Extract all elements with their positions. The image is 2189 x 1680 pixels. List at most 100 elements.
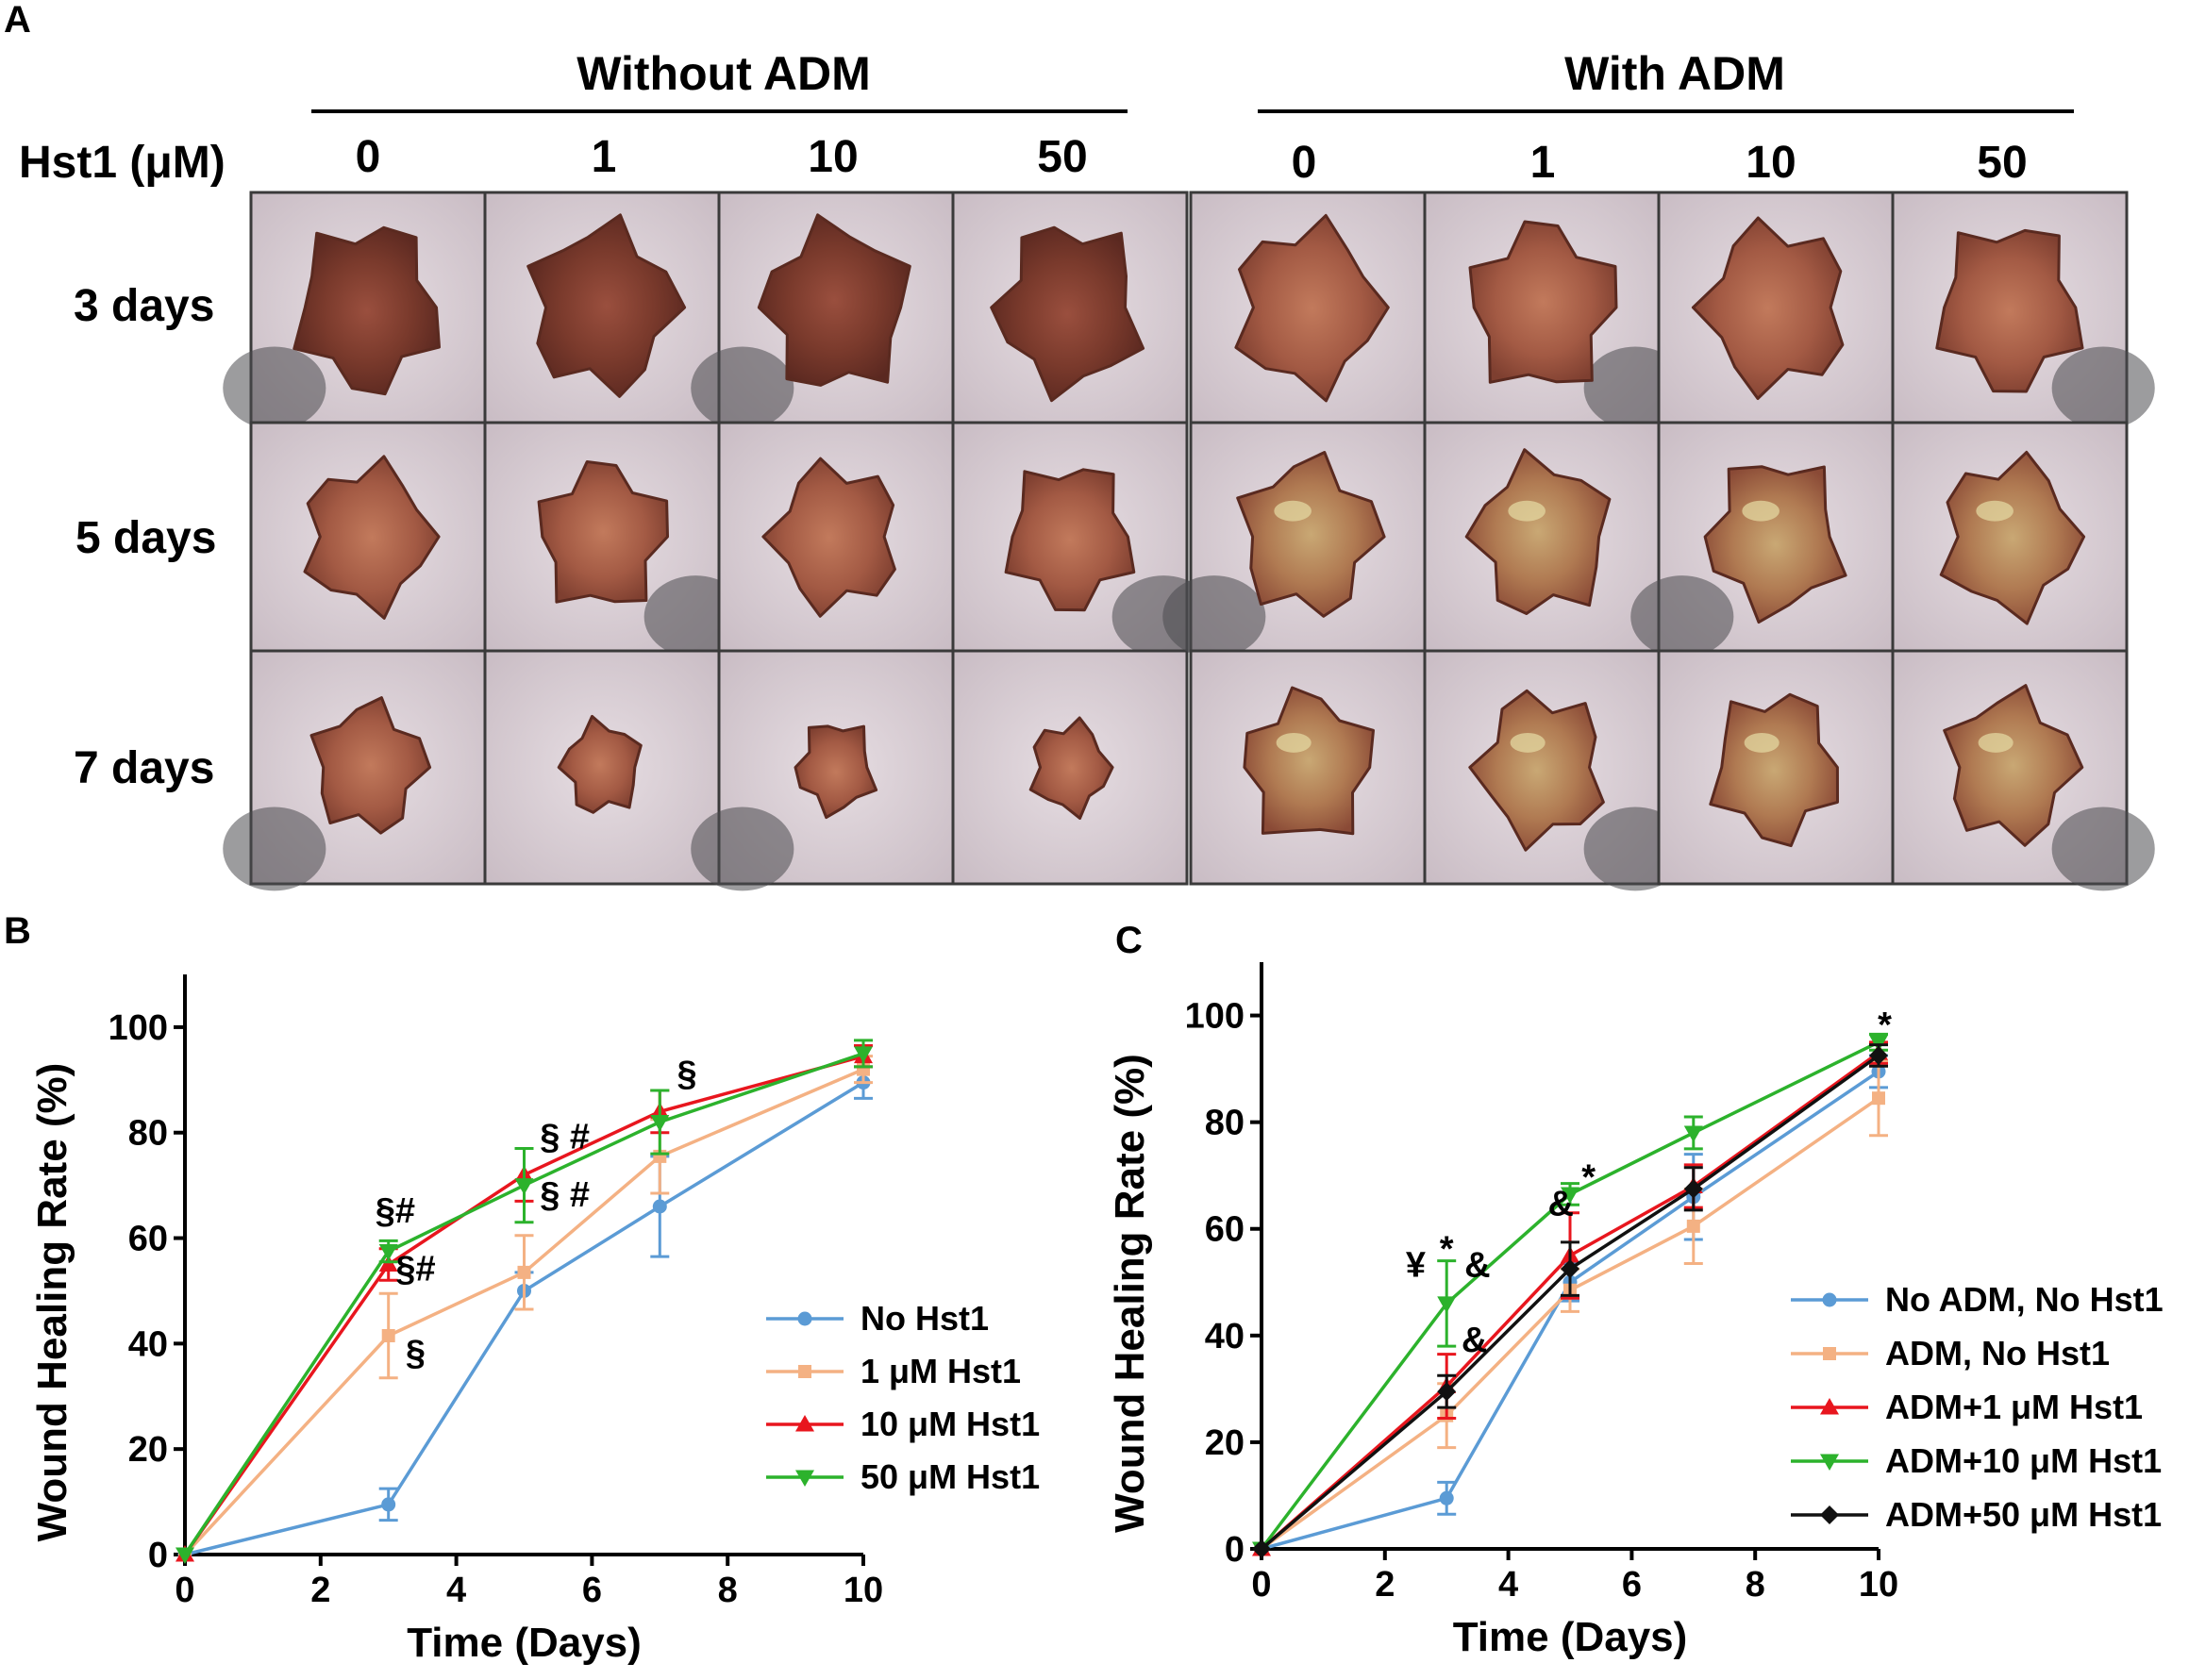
wound-photo-without-r1-c1: [223, 191, 487, 430]
y-axis-label: Wound Healing Rate (%): [29, 1063, 75, 1542]
legend-item-4: 50 μM Hst1: [766, 1457, 1040, 1496]
y-tick-label: 0: [1225, 1530, 1245, 1570]
data-point: [1869, 1035, 1888, 1052]
data-point: [1252, 1539, 1271, 1558]
wound-photo-with-r2-c2: [1423, 421, 1661, 653]
y-tick-label: 60: [128, 1220, 168, 1259]
significance-mark: &: [1547, 1185, 1573, 1224]
legend-label: 50 μM Hst1: [861, 1457, 1040, 1496]
row-label-7days: 7 days: [74, 743, 214, 793]
wound-photo-with-r1-c4: [1891, 191, 2155, 430]
legend-swatch-marker: [1820, 1398, 1839, 1415]
x-tick-label: 0: [175, 1571, 194, 1610]
wound-photo-without-r1-c2: [483, 191, 721, 424]
series-4: [175, 1039, 873, 1564]
legend-swatch-marker: [795, 1470, 814, 1487]
data-point: [514, 1178, 534, 1195]
data-point: [1683, 1179, 1703, 1199]
x-tick-label: 2: [1375, 1565, 1395, 1605]
data-point: [1561, 1187, 1579, 1204]
row-label-3days: 3 days: [74, 281, 214, 331]
y-tick-label: 0: [148, 1536, 168, 1575]
photo-header: Without ADM With ADM Hst1 (μM) 0 1 10 50…: [19, 47, 2074, 793]
dose-w-0: 0: [1292, 138, 1317, 188]
significance-mark: &: [1464, 1246, 1490, 1286]
dose-w-10: 10: [1746, 138, 1796, 188]
wound-photo-grid: [223, 191, 2155, 891]
wound-photo-without-r1-c3: [691, 191, 955, 430]
data-point: [378, 1244, 398, 1261]
data-point: [854, 1046, 873, 1063]
group-with-adm: With ADM: [1564, 47, 1785, 100]
series-5: [1252, 1043, 1888, 1558]
legend-swatch-marker: [798, 1365, 811, 1378]
wound-photo-with-r3-c3: [1657, 649, 1895, 886]
y-tick-label: 80: [128, 1114, 168, 1154]
legend-label: 10 μM Hst1: [861, 1405, 1040, 1443]
wound-photo-without-r2-c3: [717, 421, 955, 653]
panel-label-b: B: [4, 910, 31, 952]
legend-item-1: No Hst1: [766, 1299, 989, 1338]
data-point: [517, 1265, 531, 1279]
panel-label-a: A: [4, 0, 31, 41]
y-tick-label: 60: [1205, 1210, 1245, 1250]
legend-label: 1 μM Hst1: [861, 1352, 1021, 1390]
x-axis-label: Time (Days): [407, 1620, 642, 1666]
data-point: [378, 1255, 398, 1272]
wound-photo-with-r1-c2: [1423, 191, 1687, 430]
wound-photo-without-r1-c4: [951, 191, 1189, 424]
wound-photo-without-r3-c3: [691, 649, 955, 891]
significance-mark: *: [1581, 1157, 1596, 1197]
legend-label: ADM, No Hst1: [1885, 1334, 2110, 1372]
data-point: [1439, 1490, 1454, 1505]
y-tick-label: 100: [109, 1008, 168, 1048]
series-2: [178, 1055, 873, 1561]
significance-mark: *: [1440, 1230, 1454, 1270]
legend-item-3: ADM+1 μM Hst1: [1791, 1388, 2143, 1426]
dose-w-50: 50: [1977, 138, 2027, 188]
x-axis-label: Time (Days): [1453, 1614, 1688, 1660]
y-tick-label: 80: [1205, 1104, 1245, 1143]
data-point: [381, 1497, 396, 1512]
dose-wo-1: 1: [592, 132, 617, 182]
legend: No Hst1 1 μM Hst1 10 μM Hst1 50 μM Hst1: [766, 1299, 1040, 1496]
legend-item-1: No ADM, No Hst1: [1791, 1280, 2164, 1319]
y-tick-label: 40: [1205, 1317, 1245, 1356]
series-line: [1260, 1096, 1880, 1551]
data-point: [1869, 1045, 1888, 1065]
y-axis-label: Wound Healing Rate (%): [1107, 1054, 1153, 1533]
significance-mark: §#: [376, 1191, 415, 1231]
data-point: [650, 1115, 670, 1132]
dose-axis-label: Hst1 (μM): [19, 138, 226, 188]
data-point: [652, 1199, 667, 1214]
legend-item-5: ADM+50 μM Hst1: [1791, 1495, 2162, 1534]
wound-photo-without-r2-c2: [483, 421, 747, 658]
legend-label: No Hst1: [861, 1299, 989, 1338]
wound-photo-without-r3-c2: [483, 649, 721, 886]
significance-mark: *: [1878, 1006, 1892, 1045]
data-point: [1437, 1296, 1457, 1313]
wound-photo-with-r2-c4: [1891, 421, 2129, 653]
y-tick-label: 20: [128, 1430, 168, 1470]
series-line: [183, 1067, 864, 1556]
data-point: [1686, 1219, 1700, 1233]
legend-item-2: ADM, No Hst1: [1791, 1334, 2110, 1372]
x-tick-label: 0: [1251, 1565, 1271, 1605]
y-tick-label: 20: [1205, 1423, 1245, 1463]
wound-photo-without-r3-c1: [223, 649, 487, 891]
legend-label: No ADM, No Hst1: [1885, 1280, 2164, 1319]
legend-swatch-marker: [1820, 1454, 1839, 1471]
significance-mark: §: [406, 1334, 426, 1373]
significance-mark: &: [1462, 1321, 1487, 1360]
group-without-adm: Without ADM: [576, 47, 870, 100]
legend-swatch-marker: [1823, 1347, 1836, 1360]
dose-w-1: 1: [1530, 138, 1556, 188]
data-point: [1561, 1259, 1579, 1279]
legend-item-4: ADM+10 μM Hst1: [1791, 1441, 2162, 1480]
wound-photo-with-r3-c1: [1189, 649, 1427, 886]
significance-mark: §#: [395, 1249, 435, 1289]
dose-wo-0: 0: [356, 132, 381, 182]
x-tick-label: 6: [1622, 1565, 1642, 1605]
